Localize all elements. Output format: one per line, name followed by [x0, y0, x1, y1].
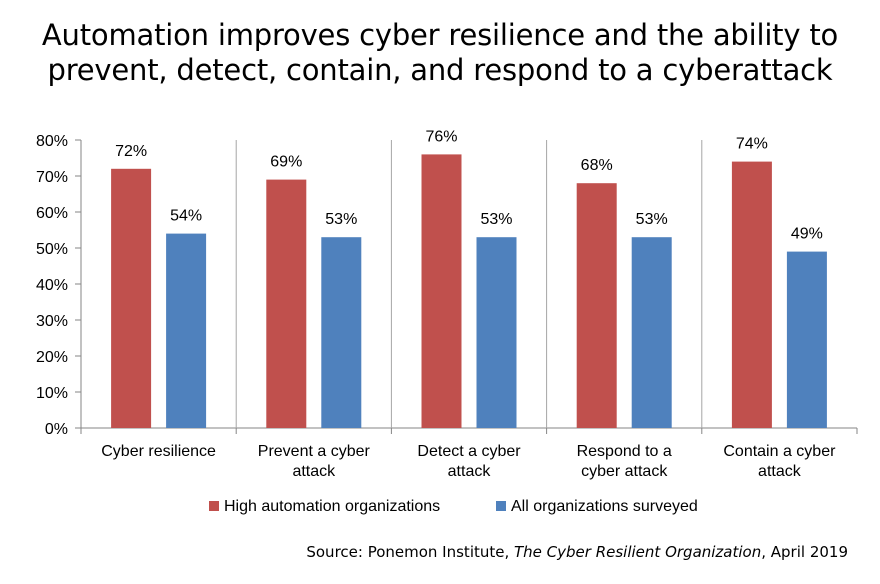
legend-swatch: [496, 501, 506, 511]
bar-high-automation: [576, 183, 617, 428]
source-prefix: Source: Ponemon Institute,: [306, 543, 515, 561]
source-title: The Cyber Resilient Organization: [514, 543, 762, 561]
x-tick-label: Cyber resilience: [101, 443, 216, 460]
legend-label: All organizations surveyed: [511, 498, 698, 515]
data-label: 69%: [270, 154, 302, 171]
x-tick-label: Detect a cyber: [417, 443, 521, 460]
x-tick-label: Prevent a cyber: [258, 443, 371, 460]
data-label: 54%: [170, 208, 202, 225]
bar-high-automation: [266, 179, 307, 428]
bar-all-organizations: [476, 237, 517, 428]
y-tick-label: 60%: [36, 205, 68, 222]
bar-all-organizations: [166, 233, 207, 428]
y-tick-label: 70%: [36, 169, 68, 186]
bar-all-organizations: [321, 237, 362, 428]
bar-all-organizations: [631, 237, 672, 428]
y-tick-label: 80%: [36, 133, 68, 150]
source-suffix: , April 2019: [761, 543, 848, 561]
bar-high-automation: [731, 161, 772, 428]
x-tick-label: attack: [448, 463, 492, 480]
chart-title-line-1: Automation improves cyber resilience and…: [41, 18, 839, 52]
legend-swatch: [209, 501, 219, 511]
data-label: 68%: [581, 157, 613, 174]
x-tick-label: cyber attack: [581, 463, 668, 480]
data-label: 53%: [480, 211, 512, 228]
bar-high-automation: [111, 168, 152, 429]
x-tick-label: attack: [292, 463, 336, 480]
bar-high-automation: [421, 154, 462, 428]
x-tick-label: Contain a cyber: [723, 443, 836, 460]
chart-title: Automation improves cyber resilience and…: [0, 18, 880, 88]
legend-label: High automation organizations: [224, 498, 440, 515]
y-tick-label: 40%: [36, 277, 68, 294]
data-label: 72%: [115, 143, 147, 160]
data-label: 53%: [636, 211, 668, 228]
data-label: 53%: [325, 211, 357, 228]
y-tick-label: 0%: [45, 421, 68, 438]
x-tick-label: Respond to a: [577, 443, 672, 460]
y-tick-label: 50%: [36, 241, 68, 258]
data-label: 74%: [736, 136, 768, 153]
bar-all-organizations: [786, 251, 827, 428]
y-tick-label: 30%: [36, 313, 68, 330]
data-label: 49%: [791, 226, 823, 243]
y-tick-label: 10%: [36, 385, 68, 402]
y-tick-label: 20%: [36, 349, 68, 366]
chart-title-line-2: prevent, detect, contain, and respond to…: [47, 53, 833, 87]
source-note: Source: Ponemon Institute, The Cyber Res…: [306, 543, 848, 561]
x-tick-label: attack: [758, 463, 802, 480]
data-label: 76%: [425, 128, 457, 145]
